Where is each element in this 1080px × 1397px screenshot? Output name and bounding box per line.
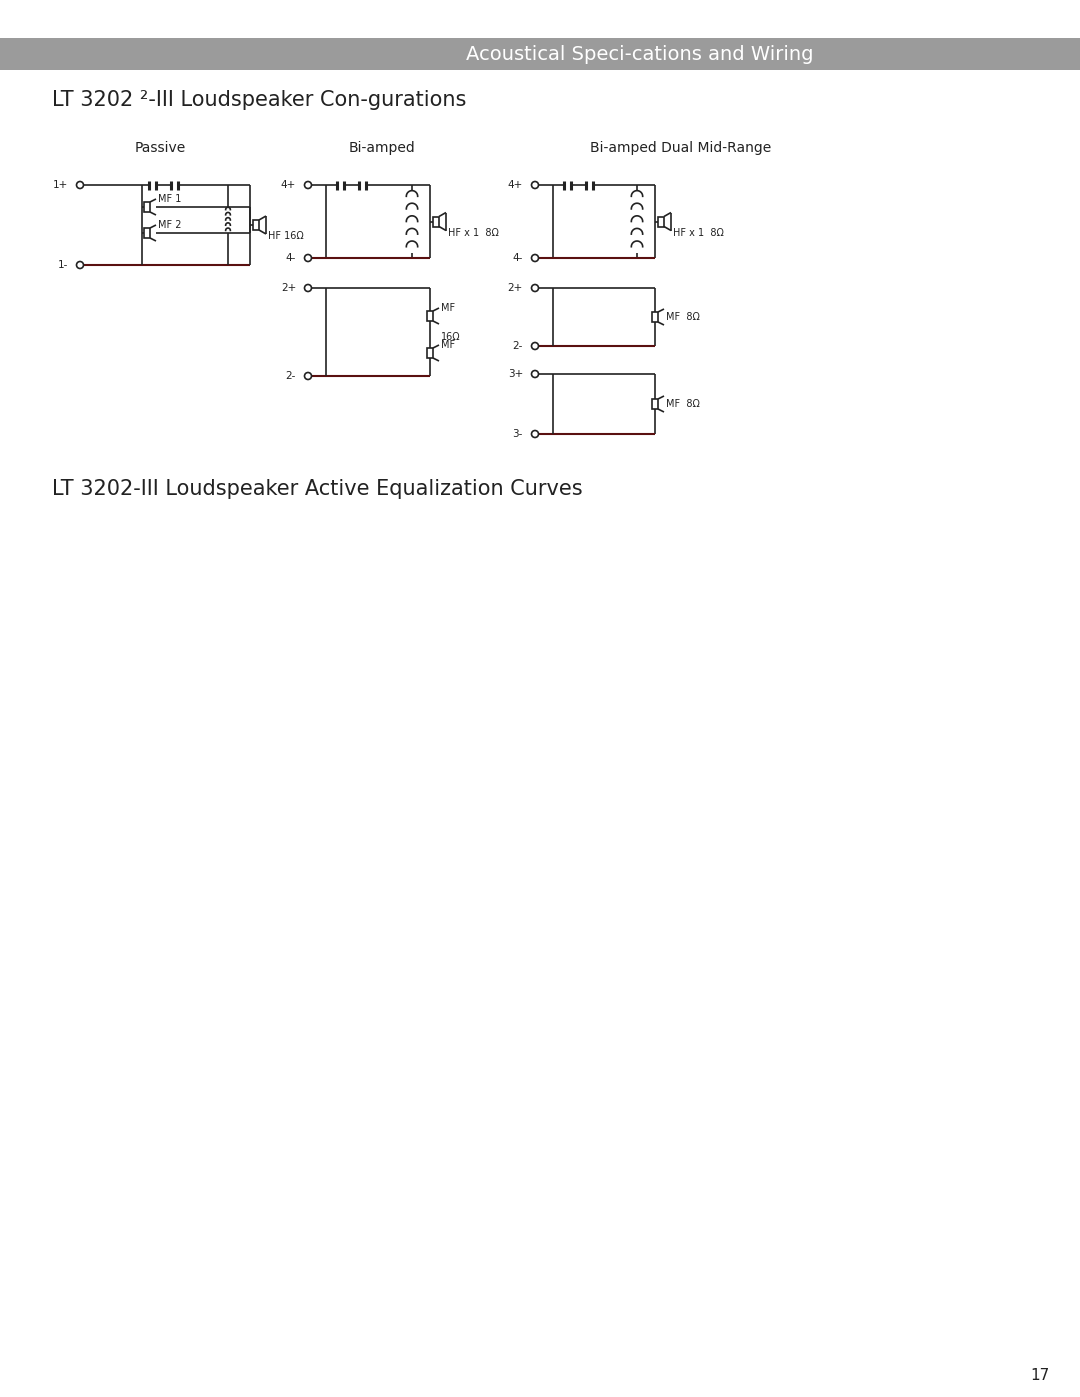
- Bar: [427, 312, 433, 321]
- Text: 2+: 2+: [508, 284, 523, 293]
- Circle shape: [305, 285, 311, 292]
- Text: Bi-amped Dual Mid-Range: Bi-amped Dual Mid-Range: [590, 141, 771, 155]
- Text: Acoustical Speci­cations and Wiring: Acoustical Speci­cations and Wiring: [467, 45, 813, 63]
- Text: 1-: 1-: [57, 260, 68, 270]
- Bar: [144, 228, 150, 237]
- Text: 3+: 3+: [508, 369, 523, 379]
- Text: MF  8Ω: MF 8Ω: [666, 400, 700, 409]
- Circle shape: [531, 430, 539, 437]
- Text: 2-: 2-: [285, 372, 296, 381]
- Bar: [652, 312, 658, 321]
- Bar: [652, 400, 658, 409]
- Text: HF x 1  8Ω: HF x 1 8Ω: [448, 228, 499, 237]
- Circle shape: [531, 182, 539, 189]
- Text: Passive: Passive: [134, 141, 186, 155]
- Text: LT 3202-III Loudspeaker Active Equalization Curves: LT 3202-III Loudspeaker Active Equalizat…: [52, 479, 582, 499]
- Bar: [658, 217, 664, 226]
- Circle shape: [77, 182, 83, 189]
- Text: MF 2: MF 2: [158, 219, 181, 231]
- Bar: [253, 219, 259, 231]
- Circle shape: [77, 261, 83, 268]
- Circle shape: [531, 254, 539, 261]
- Bar: [0, 38, 1080, 70]
- Bar: [144, 203, 150, 212]
- Text: LT 3202 ²-III Loudspeaker Con­gurations: LT 3202 ²-III Loudspeaker Con­gurations: [52, 89, 467, 110]
- Text: 4+: 4+: [508, 180, 523, 190]
- Circle shape: [305, 373, 311, 380]
- Text: 3-: 3-: [513, 429, 523, 439]
- Text: MF: MF: [441, 339, 455, 351]
- Text: MF  8Ω: MF 8Ω: [666, 312, 700, 321]
- Text: 2-: 2-: [513, 341, 523, 351]
- Text: 17: 17: [1030, 1368, 1050, 1383]
- Text: Bi-amped: Bi-amped: [349, 141, 416, 155]
- Text: 4-: 4-: [513, 253, 523, 263]
- Circle shape: [531, 370, 539, 377]
- Text: 16Ω: 16Ω: [441, 331, 461, 341]
- Text: 1+: 1+: [53, 180, 68, 190]
- Circle shape: [305, 182, 311, 189]
- Text: MF: MF: [441, 303, 455, 313]
- Bar: [433, 217, 438, 226]
- Text: HF x 1  8Ω: HF x 1 8Ω: [673, 228, 724, 237]
- Circle shape: [531, 342, 539, 349]
- Text: MF 1: MF 1: [158, 194, 181, 204]
- Text: HF 16Ω: HF 16Ω: [268, 231, 303, 242]
- Text: 4-: 4-: [285, 253, 296, 263]
- Text: 2+: 2+: [281, 284, 296, 293]
- Circle shape: [531, 285, 539, 292]
- Bar: [427, 348, 433, 358]
- Text: 4+: 4+: [281, 180, 296, 190]
- Circle shape: [305, 254, 311, 261]
